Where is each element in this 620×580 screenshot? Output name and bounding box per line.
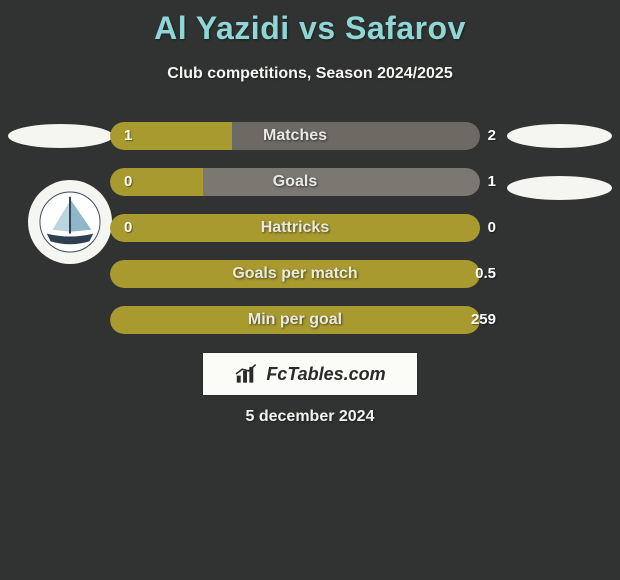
- page-title: Al Yazidi vs Safarov: [0, 0, 620, 47]
- stat-row: 00Hattricks: [110, 214, 510, 242]
- club-logo: [28, 180, 112, 264]
- stat-row: 0.5Goals per match: [110, 260, 510, 288]
- brand-badge: FcTables.com: [202, 352, 418, 396]
- bar-chart-icon: [234, 363, 260, 385]
- stat-row: 01Goals: [110, 168, 510, 196]
- value-right: 0: [488, 214, 496, 242]
- sailboat-icon: [39, 191, 101, 253]
- value-right: 2: [488, 122, 496, 150]
- stat-row: 259Min per goal: [110, 306, 510, 334]
- subtitle: Club competitions, Season 2024/2025: [0, 65, 620, 83]
- stat-label: Goals: [110, 168, 480, 196]
- player-right-placeholder-2: [507, 176, 612, 200]
- player-left-placeholder: [8, 124, 113, 148]
- stat-label: Goals per match: [110, 260, 480, 288]
- stat-label: Min per goal: [110, 306, 480, 334]
- brand-text: FcTables.com: [266, 364, 385, 385]
- date-stamp: 5 december 2024: [0, 408, 620, 426]
- value-right: 1: [488, 168, 496, 196]
- player-right-placeholder-1: [507, 124, 612, 148]
- stat-row: 12Matches: [110, 122, 510, 150]
- stat-label: Matches: [110, 122, 480, 150]
- stat-label: Hattricks: [110, 214, 480, 242]
- comparison-chart: 12Matches01Goals00Hattricks0.5Goals per …: [110, 122, 510, 352]
